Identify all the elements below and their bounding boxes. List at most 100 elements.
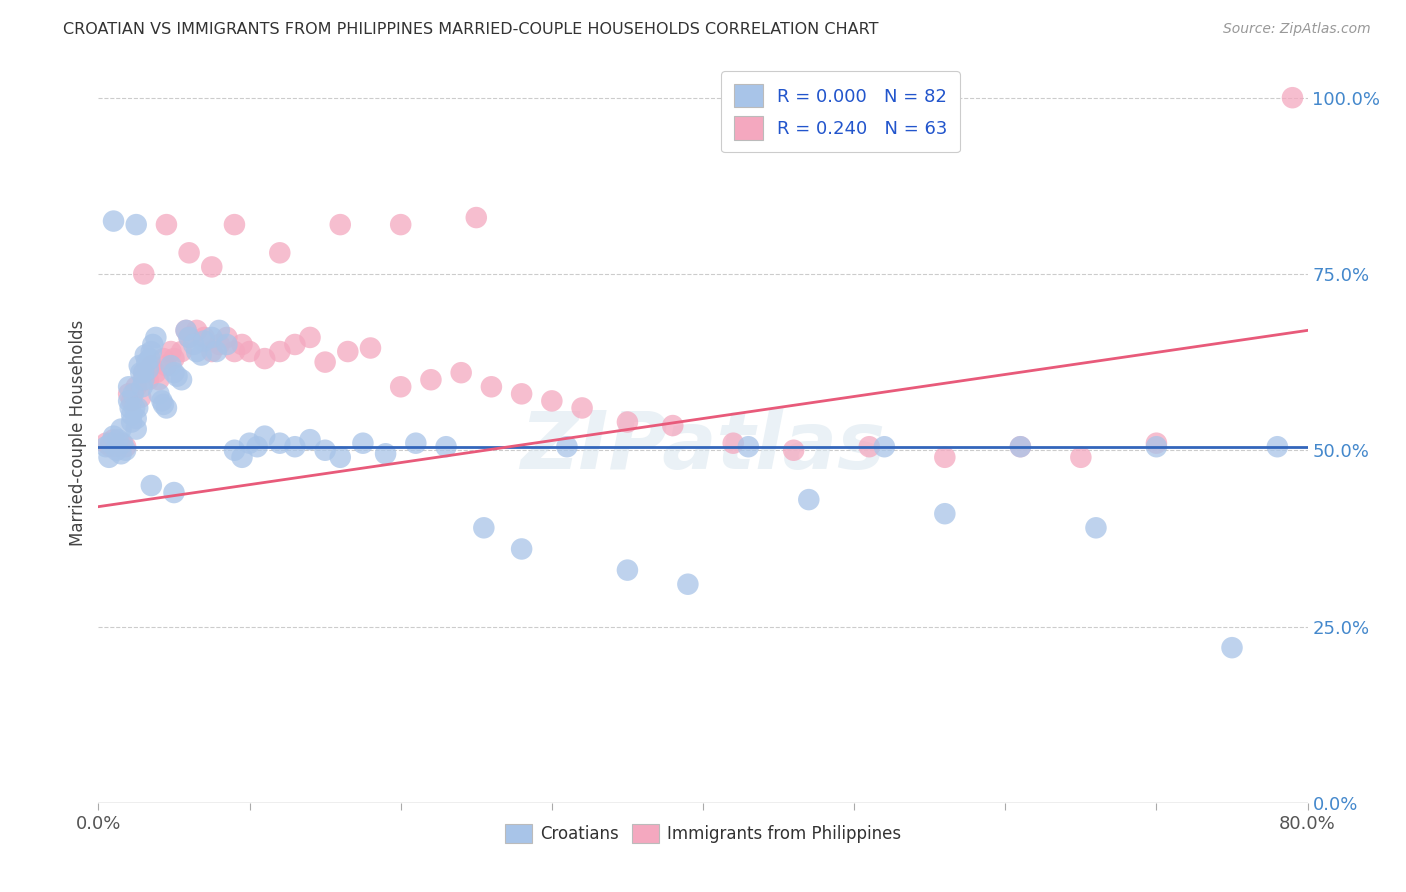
Point bbox=[124, 401, 146, 415]
Point bbox=[127, 401, 149, 415]
Point bbox=[450, 366, 472, 380]
Point bbox=[118, 393, 141, 408]
Point bbox=[163, 351, 186, 366]
Point bbox=[434, 440, 457, 454]
Point bbox=[299, 433, 322, 447]
Point bbox=[481, 380, 503, 394]
Point bbox=[136, 373, 159, 387]
Text: CROATIAN VS IMMIGRANTS FROM PHILIPPINES MARRIED-COUPLE HOUSEHOLDS CORRELATION CH: CROATIAN VS IMMIGRANTS FROM PHILIPPINES … bbox=[63, 22, 879, 37]
Point bbox=[160, 344, 183, 359]
Point bbox=[1010, 440, 1032, 454]
Point bbox=[239, 344, 262, 359]
Point bbox=[201, 330, 224, 344]
Point bbox=[174, 323, 197, 337]
Point bbox=[224, 344, 246, 359]
Point bbox=[166, 369, 188, 384]
Point bbox=[352, 436, 374, 450]
Point bbox=[269, 436, 291, 450]
Point bbox=[179, 245, 201, 260]
Point bbox=[125, 422, 148, 436]
Point bbox=[121, 393, 143, 408]
Point bbox=[155, 359, 177, 373]
Point bbox=[150, 393, 173, 408]
Point bbox=[94, 440, 117, 454]
Point bbox=[215, 330, 238, 344]
Point bbox=[170, 344, 193, 359]
Point bbox=[155, 218, 177, 232]
Point bbox=[114, 443, 136, 458]
Point bbox=[100, 436, 122, 450]
Point bbox=[723, 436, 745, 450]
Point bbox=[118, 380, 141, 394]
Point bbox=[420, 373, 443, 387]
Point bbox=[152, 351, 174, 366]
Point bbox=[193, 330, 215, 344]
Point bbox=[1281, 91, 1303, 105]
Point bbox=[100, 440, 122, 454]
Point bbox=[183, 337, 205, 351]
Point bbox=[136, 362, 159, 376]
Point bbox=[105, 440, 128, 454]
Point bbox=[132, 366, 155, 380]
Point bbox=[1010, 440, 1032, 454]
Point bbox=[1144, 440, 1167, 454]
Point bbox=[555, 440, 578, 454]
Point bbox=[128, 359, 150, 373]
Point bbox=[118, 387, 141, 401]
Point bbox=[132, 373, 155, 387]
Point bbox=[253, 429, 276, 443]
Legend: Croatians, Immigrants from Philippines: Croatians, Immigrants from Philippines bbox=[498, 817, 908, 850]
Point bbox=[145, 330, 167, 344]
Point bbox=[129, 366, 152, 380]
Point bbox=[148, 387, 170, 401]
Point bbox=[314, 355, 336, 369]
Point bbox=[510, 541, 533, 556]
Point bbox=[208, 323, 231, 337]
Point bbox=[1144, 436, 1167, 450]
Point bbox=[284, 440, 307, 454]
Point bbox=[141, 359, 163, 373]
Point bbox=[103, 429, 125, 443]
Point bbox=[360, 341, 382, 355]
Point bbox=[135, 355, 157, 369]
Point bbox=[163, 485, 186, 500]
Point bbox=[142, 337, 165, 351]
Point bbox=[125, 411, 148, 425]
Point bbox=[125, 380, 148, 394]
Point bbox=[110, 422, 132, 436]
Point bbox=[139, 351, 162, 366]
Point bbox=[510, 387, 533, 401]
Point bbox=[224, 443, 246, 458]
Point bbox=[253, 351, 276, 366]
Y-axis label: Married-couple Households: Married-couple Households bbox=[69, 319, 87, 546]
Text: Source: ZipAtlas.com: Source: ZipAtlas.com bbox=[1223, 22, 1371, 37]
Point bbox=[122, 387, 145, 401]
Point bbox=[215, 337, 238, 351]
Point bbox=[314, 443, 336, 458]
Point bbox=[405, 436, 427, 450]
Point bbox=[120, 401, 142, 415]
Point bbox=[107, 433, 129, 447]
Point bbox=[98, 450, 121, 465]
Point bbox=[148, 373, 170, 387]
Point bbox=[571, 401, 593, 415]
Point bbox=[269, 344, 291, 359]
Point bbox=[616, 563, 638, 577]
Point bbox=[105, 443, 128, 458]
Point bbox=[94, 436, 117, 450]
Point bbox=[110, 447, 132, 461]
Point bbox=[934, 507, 956, 521]
Point bbox=[783, 443, 806, 458]
Point bbox=[472, 521, 495, 535]
Point bbox=[179, 330, 201, 344]
Point bbox=[858, 440, 880, 454]
Point bbox=[246, 440, 269, 454]
Point bbox=[129, 390, 152, 404]
Point bbox=[1220, 640, 1243, 655]
Point bbox=[540, 393, 562, 408]
Point bbox=[873, 440, 896, 454]
Point bbox=[121, 408, 143, 422]
Point bbox=[208, 337, 231, 351]
Point bbox=[1070, 450, 1092, 465]
Point bbox=[1267, 440, 1289, 454]
